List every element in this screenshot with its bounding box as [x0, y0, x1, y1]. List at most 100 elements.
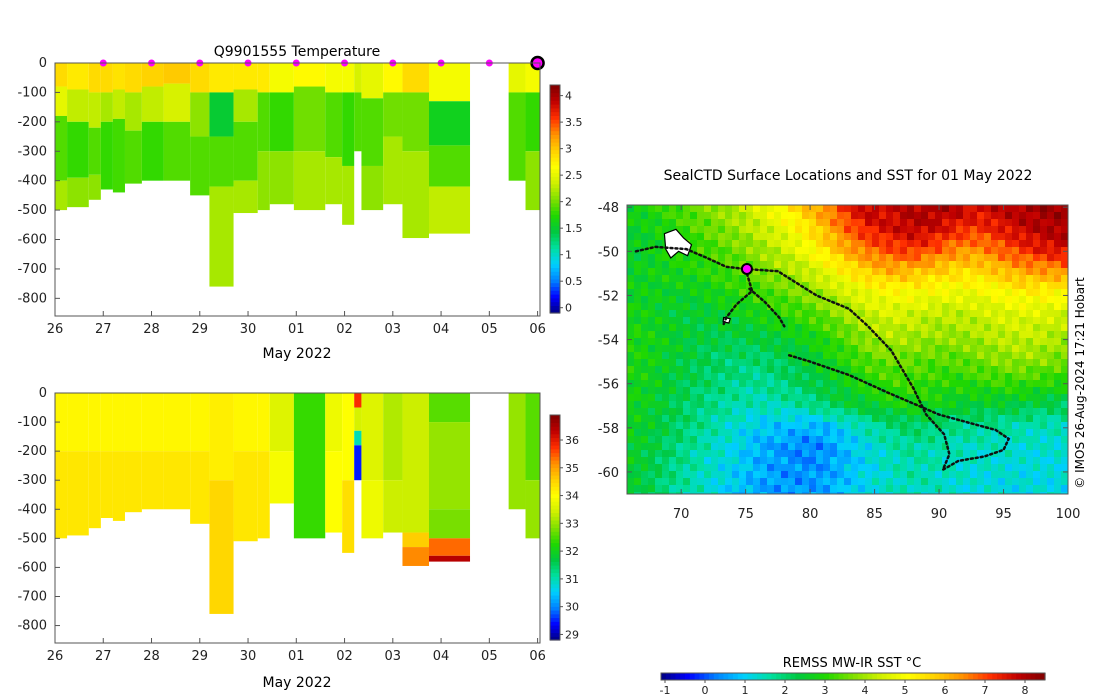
sst-cell — [823, 373, 831, 381]
sst-cell — [732, 317, 740, 325]
sst-cell — [732, 359, 740, 367]
colorbar-frame — [549, 414, 561, 641]
sst-cell — [844, 338, 852, 346]
sst-cell — [907, 401, 915, 409]
sst-cell — [1019, 205, 1027, 213]
colorbar-tick-label: 34 — [565, 490, 579, 503]
sst-cell — [760, 219, 768, 227]
sst-cell — [837, 422, 845, 430]
sst-cell — [676, 443, 684, 451]
profile-cell — [112, 393, 125, 452]
sst-cell — [662, 331, 670, 339]
sst-cell — [963, 471, 971, 479]
sst-cell — [970, 429, 978, 437]
sst-cell — [690, 296, 698, 304]
sst-cell — [1005, 471, 1013, 479]
profile-cell — [402, 532, 430, 548]
sst-cell — [676, 450, 684, 458]
sst-cell — [991, 212, 999, 220]
sst-cell — [648, 261, 656, 269]
sst-cell — [928, 485, 936, 493]
colorbar-cell — [1030, 673, 1036, 680]
sst-cell — [662, 471, 670, 479]
sst-cell — [830, 492, 838, 494]
profile-cell — [325, 92, 343, 158]
sst-cell — [886, 282, 894, 290]
sst-cell — [893, 261, 901, 269]
sst-cell — [704, 282, 712, 290]
sst-cell — [788, 394, 796, 402]
sst-cell — [893, 387, 901, 395]
sst-cell — [956, 471, 964, 479]
sst-cell — [774, 275, 782, 283]
sst-cell — [998, 387, 1006, 395]
sst-cell — [662, 317, 670, 325]
sst-cell — [746, 401, 754, 409]
sst-cell — [963, 401, 971, 409]
sst-cell — [886, 296, 894, 304]
sst-cell — [760, 282, 768, 290]
sst-cell — [977, 380, 985, 388]
sst-cell — [879, 303, 887, 311]
sst-cell — [627, 352, 635, 360]
colorbar-cell — [550, 557, 560, 562]
sst-cell — [935, 443, 943, 451]
sst-cell — [781, 303, 789, 311]
sst-cell — [858, 331, 866, 339]
sst-cell — [655, 485, 663, 493]
sst-cell — [872, 261, 880, 269]
sst-cell — [872, 359, 880, 367]
sst-cell — [641, 324, 649, 332]
sst-cell — [781, 492, 789, 494]
sst-colorbar: -1 0 1 2 3 4 5 6 7 8 — [660, 672, 1046, 697]
sst-cell — [949, 450, 957, 458]
profile-cell — [190, 63, 210, 93]
sst-cell — [865, 492, 873, 494]
sst-cell — [998, 317, 1006, 325]
sst-cell — [816, 303, 824, 311]
sst-cell — [1047, 415, 1055, 423]
sst-cell — [627, 394, 635, 402]
sst-cell — [718, 436, 726, 444]
colorbar-cell — [550, 161, 560, 166]
sst-cell — [1026, 338, 1034, 346]
sst-cell — [914, 373, 922, 381]
sst-cell — [956, 247, 964, 255]
sst-cell — [1033, 478, 1041, 486]
sst-cell — [879, 401, 887, 409]
sst-cell — [900, 436, 908, 444]
sst-cell — [816, 380, 824, 388]
sst-cell — [676, 226, 684, 234]
sst-cell — [949, 457, 957, 465]
x-tick-label: 05 — [481, 649, 498, 664]
sst-cell — [935, 373, 943, 381]
sst-cell — [1012, 331, 1020, 339]
sst-cell — [865, 233, 873, 241]
profile-cell — [67, 121, 89, 178]
sst-cell — [711, 394, 719, 402]
sst-cell — [1005, 450, 1013, 458]
sst-cell — [725, 247, 733, 255]
sst-cell — [795, 478, 803, 486]
sst-cell — [830, 394, 838, 402]
lat-tick-label: -54 — [598, 334, 619, 349]
colorbar-cell — [550, 275, 560, 280]
temperature-section-panel: Q9901555 Temperature 26 27 28 29 30 01 02 03 04 0… — [17, 44, 582, 362]
sst-cell — [949, 247, 957, 255]
sst-cell — [1054, 380, 1062, 388]
colorbar-cell — [973, 673, 979, 680]
sst-cell — [725, 254, 733, 262]
sst-cell — [942, 422, 950, 430]
sst-cell — [942, 485, 950, 493]
sst-cell — [1019, 394, 1027, 402]
sst-cell — [676, 394, 684, 402]
sst-cell — [648, 380, 656, 388]
sst-cell — [1033, 464, 1041, 472]
sst-cell — [1061, 457, 1068, 465]
sst-cell — [893, 471, 901, 479]
sst-cell — [928, 289, 936, 297]
sst-cell — [872, 317, 880, 325]
sst-cell — [935, 303, 943, 311]
sst-cell — [830, 226, 838, 234]
sst-cell — [914, 331, 922, 339]
